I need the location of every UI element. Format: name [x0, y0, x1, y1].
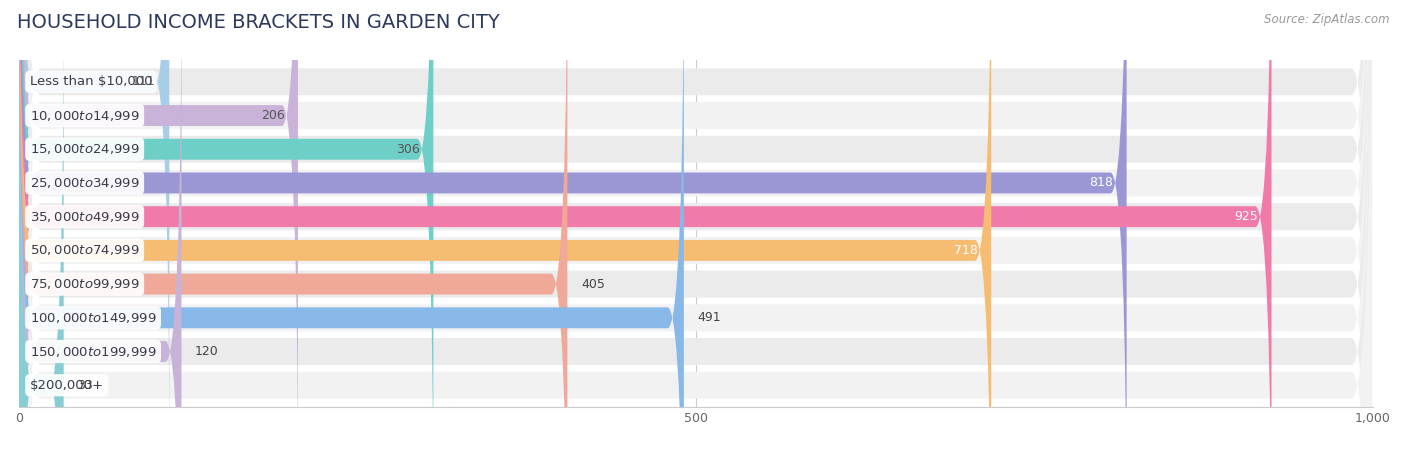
Text: $200,000+: $200,000+ — [30, 379, 104, 392]
FancyBboxPatch shape — [20, 0, 169, 449]
Text: 818: 818 — [1090, 176, 1114, 189]
Text: Less than $10,000: Less than $10,000 — [30, 75, 152, 88]
Text: $50,000 to $74,999: $50,000 to $74,999 — [30, 243, 139, 257]
FancyBboxPatch shape — [20, 0, 1372, 449]
FancyBboxPatch shape — [20, 0, 568, 449]
Text: 111: 111 — [132, 75, 156, 88]
Text: 33: 33 — [77, 379, 93, 392]
FancyBboxPatch shape — [20, 0, 63, 449]
FancyBboxPatch shape — [20, 0, 1271, 449]
FancyBboxPatch shape — [20, 0, 1372, 449]
Text: 306: 306 — [396, 143, 420, 156]
FancyBboxPatch shape — [20, 0, 1372, 449]
FancyBboxPatch shape — [20, 0, 1372, 449]
FancyBboxPatch shape — [20, 0, 298, 449]
FancyBboxPatch shape — [20, 0, 1126, 449]
Text: 120: 120 — [195, 345, 219, 358]
FancyBboxPatch shape — [20, 0, 1372, 449]
FancyBboxPatch shape — [20, 0, 433, 449]
FancyBboxPatch shape — [20, 0, 1372, 449]
FancyBboxPatch shape — [20, 0, 1372, 449]
Text: $150,000 to $199,999: $150,000 to $199,999 — [30, 344, 156, 359]
Text: 405: 405 — [581, 277, 605, 291]
Text: 925: 925 — [1234, 210, 1258, 223]
Text: Source: ZipAtlas.com: Source: ZipAtlas.com — [1264, 13, 1389, 26]
Text: 718: 718 — [953, 244, 977, 257]
Text: 491: 491 — [697, 311, 721, 324]
FancyBboxPatch shape — [20, 0, 683, 449]
Text: $35,000 to $49,999: $35,000 to $49,999 — [30, 210, 139, 224]
Text: $25,000 to $34,999: $25,000 to $34,999 — [30, 176, 139, 190]
FancyBboxPatch shape — [20, 0, 1372, 449]
Text: $10,000 to $14,999: $10,000 to $14,999 — [30, 109, 139, 123]
FancyBboxPatch shape — [20, 0, 991, 449]
FancyBboxPatch shape — [20, 0, 1372, 449]
Text: 206: 206 — [260, 109, 284, 122]
FancyBboxPatch shape — [20, 0, 1372, 449]
FancyBboxPatch shape — [20, 0, 181, 449]
Text: $100,000 to $149,999: $100,000 to $149,999 — [30, 311, 156, 325]
Text: $75,000 to $99,999: $75,000 to $99,999 — [30, 277, 139, 291]
Text: $15,000 to $24,999: $15,000 to $24,999 — [30, 142, 139, 156]
Text: HOUSEHOLD INCOME BRACKETS IN GARDEN CITY: HOUSEHOLD INCOME BRACKETS IN GARDEN CITY — [17, 13, 499, 32]
